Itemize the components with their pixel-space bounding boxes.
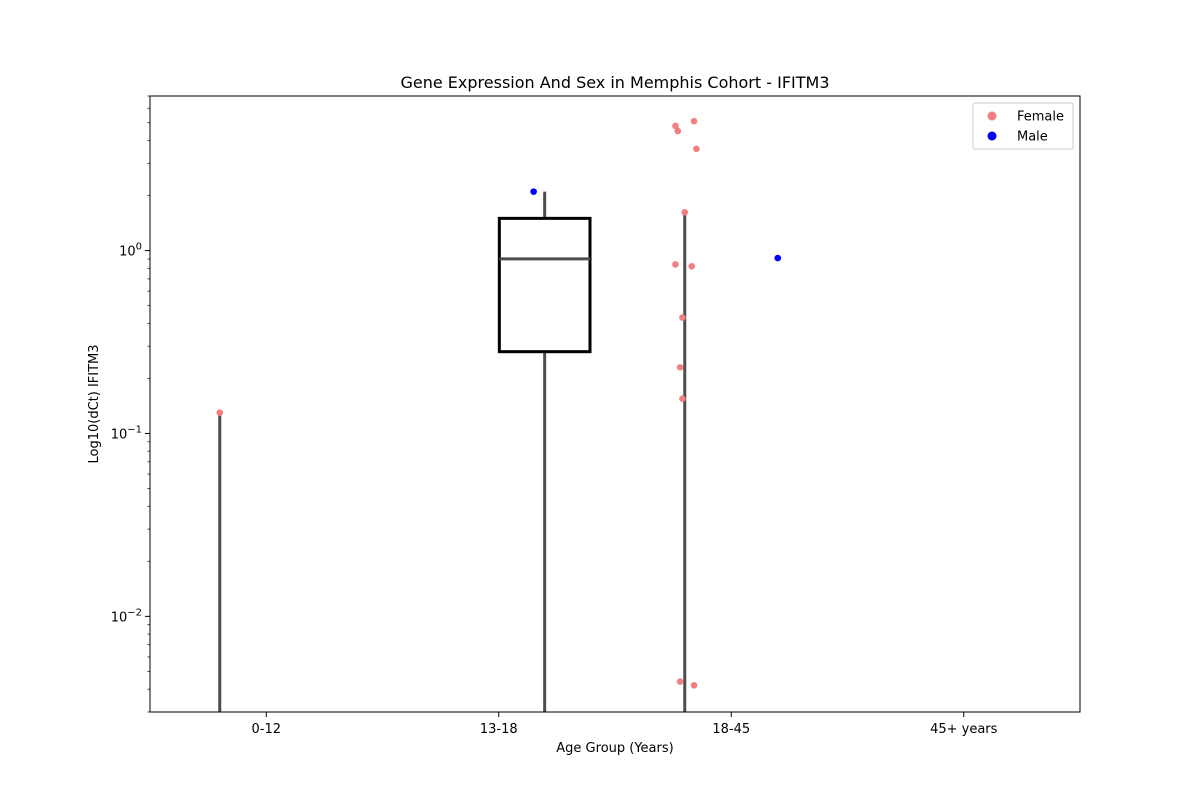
legend-marker bbox=[987, 131, 997, 141]
data-point-female bbox=[676, 678, 684, 685]
legend-frame bbox=[972, 102, 1074, 150]
data-point-female bbox=[690, 681, 698, 689]
legend: Female Male bbox=[972, 102, 1074, 150]
x-axis-label: Age Group (Years) bbox=[556, 741, 673, 756]
chart-title: Gene Expression And Sex in Memphis Cohor… bbox=[400, 73, 829, 92]
x-tick-label: 13-18 bbox=[480, 722, 518, 737]
x-tick-label: 45+ years bbox=[930, 722, 998, 737]
data-point-female bbox=[672, 122, 679, 130]
y-tick-label: 100 bbox=[119, 242, 142, 260]
data-point-male bbox=[774, 254, 782, 262]
data-point-female bbox=[679, 395, 686, 402]
points-layer bbox=[216, 117, 782, 689]
box-layer bbox=[218, 191, 687, 712]
y-tick-label: 10−2 bbox=[111, 607, 142, 625]
data-point-female bbox=[672, 261, 679, 268]
box bbox=[497, 216, 592, 354]
data-point-female bbox=[693, 145, 700, 153]
data-point-female bbox=[681, 208, 689, 216]
data-point-female bbox=[679, 314, 686, 321]
data-point-female bbox=[674, 127, 682, 135]
plot-area bbox=[150, 96, 1080, 712]
legend-label: Female bbox=[1017, 110, 1064, 125]
y-axis: 10−2 10−1 100 bbox=[111, 95, 150, 713]
y-axis-label: Log10(dCt) IFITM3 bbox=[87, 344, 102, 463]
y-tick-label: 10−1 bbox=[111, 424, 142, 442]
plot-frame bbox=[149, 95, 1081, 713]
data-point-female bbox=[690, 117, 698, 125]
data-point-female bbox=[676, 364, 684, 371]
x-axis: 0-12 13-18 18-45 45+ years bbox=[251, 712, 998, 737]
x-tick-label: 0-12 bbox=[251, 722, 281, 737]
data-point-female bbox=[688, 263, 696, 270]
data-point-male bbox=[530, 188, 537, 195]
x-tick-label: 18-45 bbox=[712, 722, 750, 737]
data-point-female bbox=[216, 409, 224, 416]
legend-label: Male bbox=[1017, 130, 1048, 145]
legend-marker bbox=[987, 111, 997, 121]
